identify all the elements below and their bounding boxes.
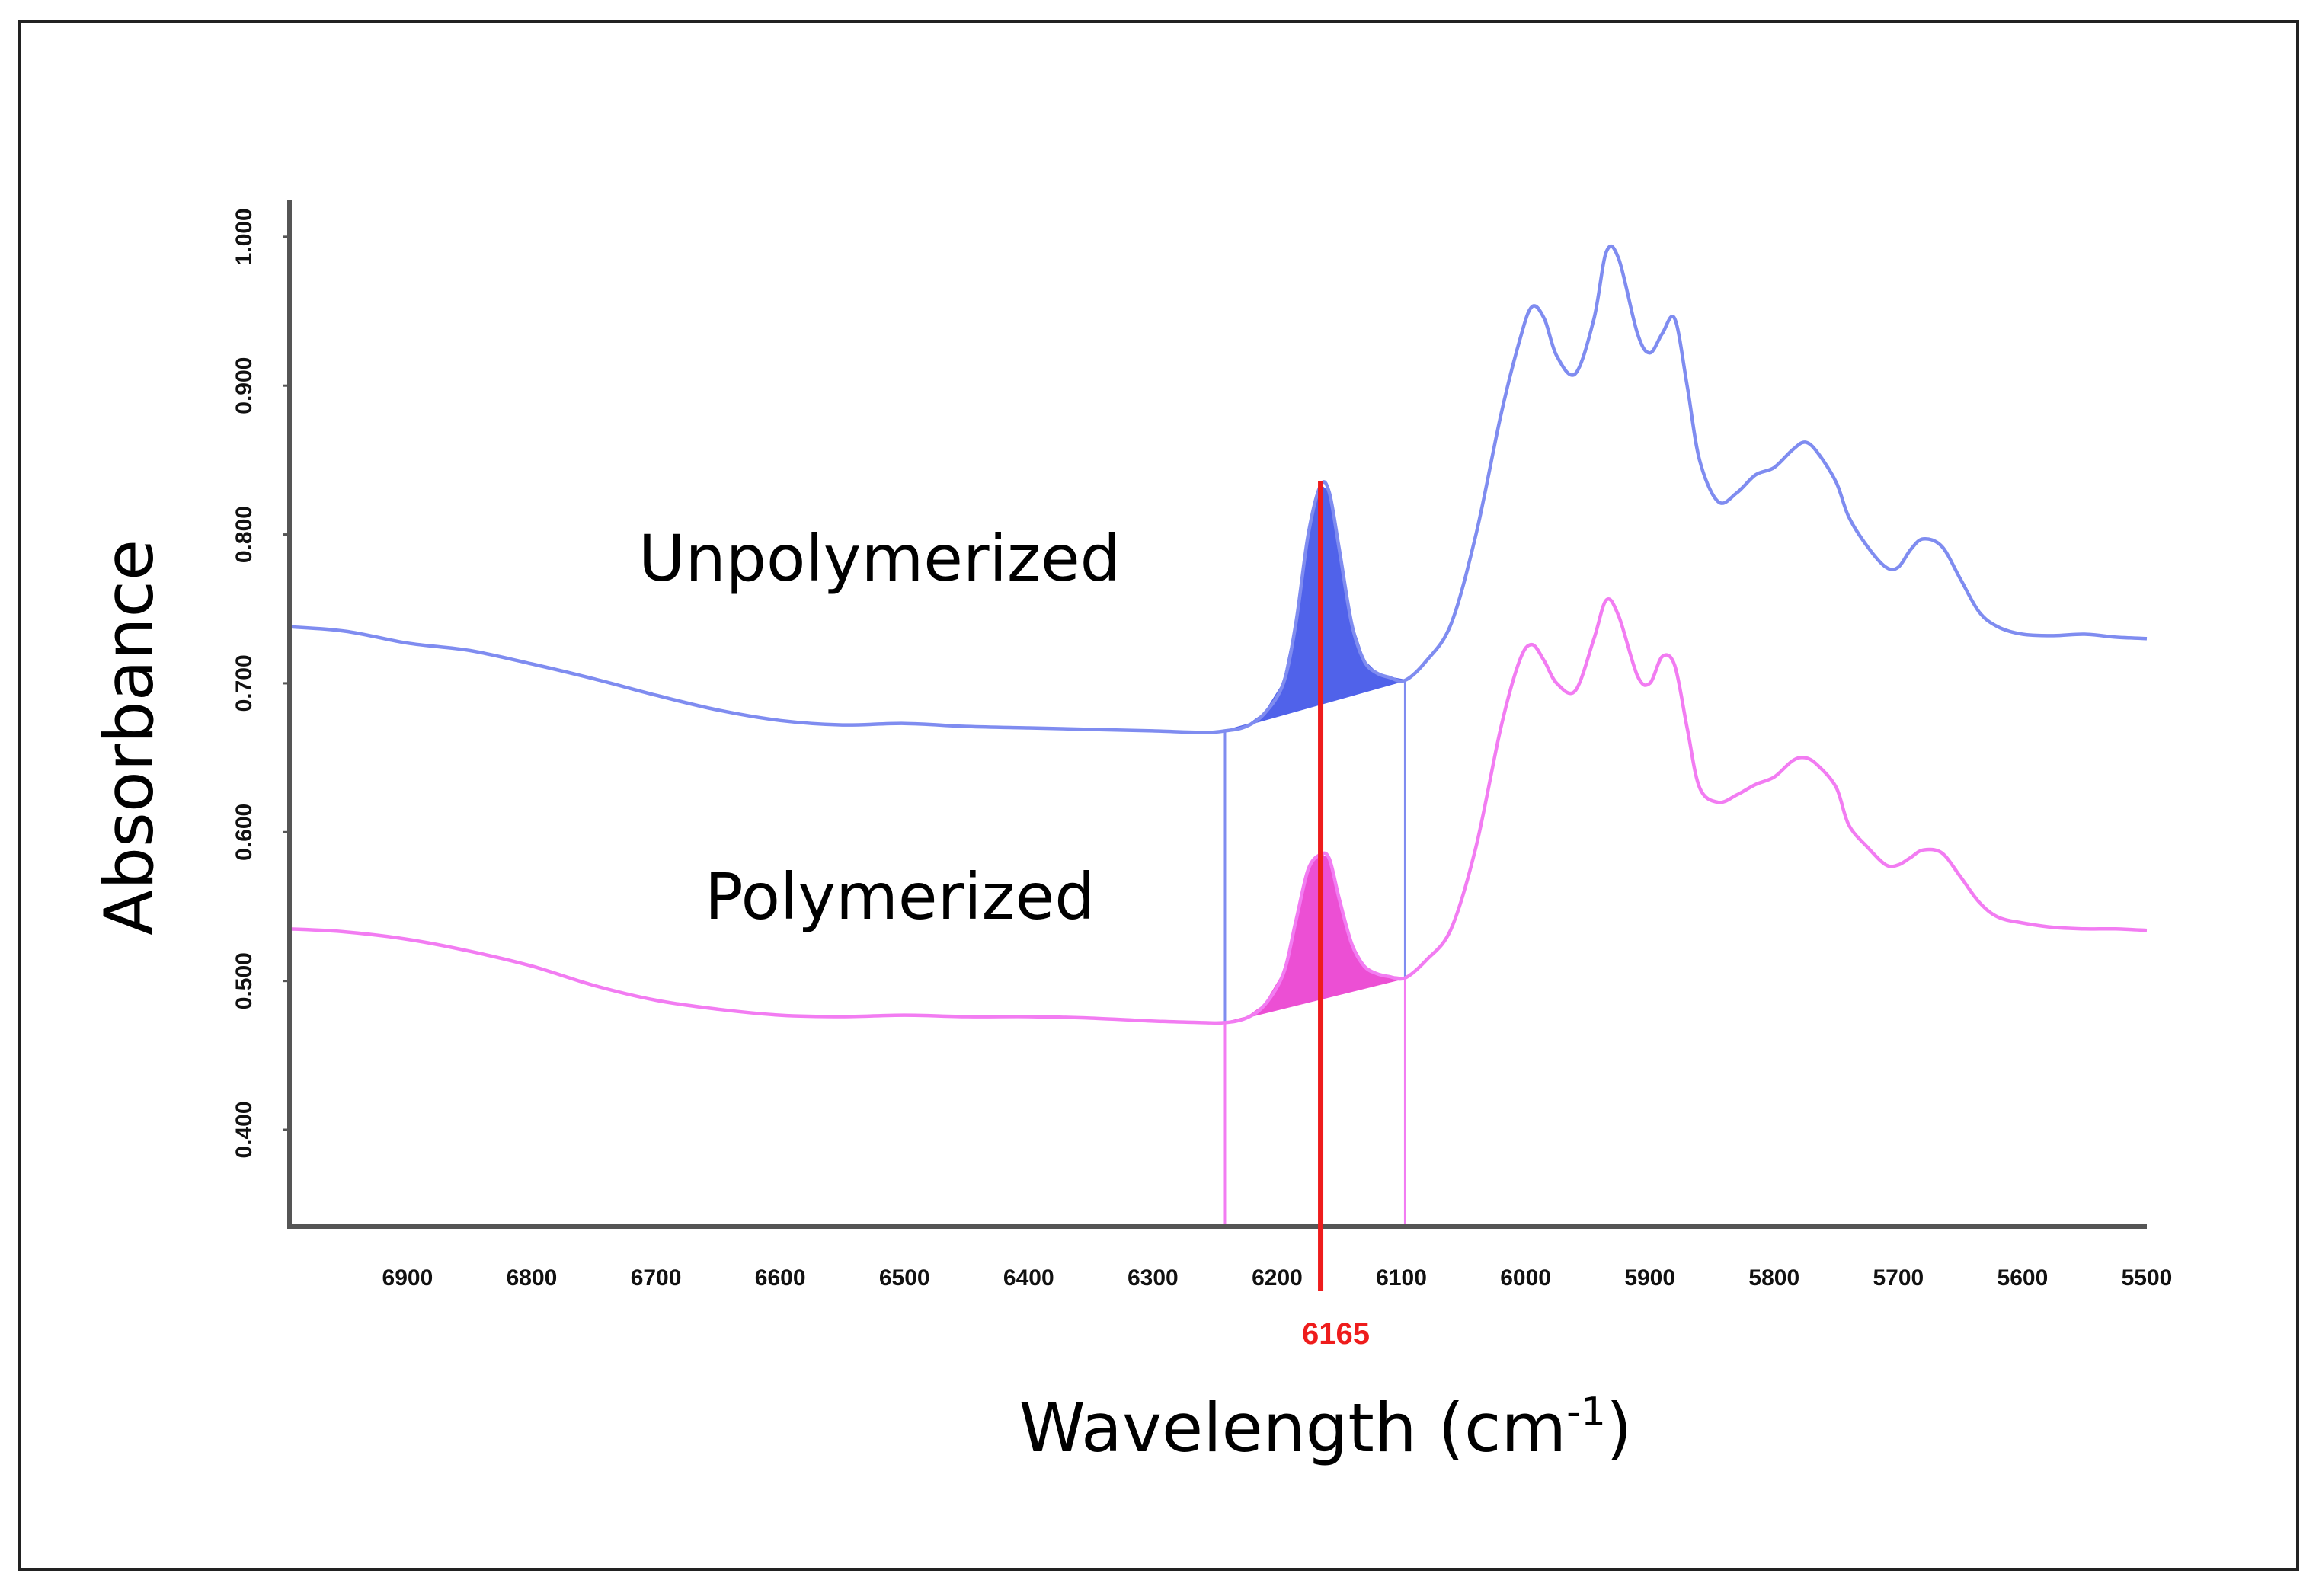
x-tick-label: 6800 (507, 1265, 558, 1291)
integration-bound-lines (1223, 680, 1406, 1227)
series-line-unpolymerized (289, 244, 2148, 734)
x-tick-label: 5800 (1748, 1265, 1799, 1291)
x-tick-label: 5700 (1873, 1265, 1924, 1291)
series-lines (289, 244, 2148, 1025)
x-tick-label: 5500 (2122, 1265, 2173, 1291)
x-tick-label: 6300 (1128, 1265, 1179, 1291)
y-tick-labels: 0.400 0.500 0.600 0.700 0.800 0.900 1.000 (232, 208, 289, 1159)
x-tick-label: 6400 (1003, 1265, 1054, 1291)
figure-frame (18, 20, 2299, 1571)
x-axis-title: Wavelength (cm-1) (1019, 1389, 1633, 1467)
y-tick-label: 0.400 (232, 1101, 257, 1158)
peak-fill-unpolymerized (1223, 484, 1407, 733)
series-line-polymerized (289, 597, 2148, 1025)
y-tick-label: 0.700 (232, 654, 257, 712)
y-tick-label: 0.800 (232, 506, 257, 563)
x-tick-label: 6700 (631, 1265, 682, 1291)
axes (287, 200, 2147, 1229)
x-tick-label: 5600 (1998, 1265, 2049, 1291)
x-axis-title-superscript: -1 (1566, 1390, 1606, 1435)
x-tick-label: 6000 (1500, 1265, 1551, 1291)
peak-fills (1223, 484, 1407, 1024)
y-tick-label: 1.000 (232, 208, 257, 265)
x-tick-label: 6600 (755, 1265, 806, 1291)
x-tick-label: 6100 (1376, 1265, 1427, 1291)
x-axis-title-close: ) (1606, 1389, 1632, 1467)
x-tick-label: 6500 (879, 1265, 930, 1291)
y-tick-label: 0.500 (232, 952, 257, 1009)
y-tick-label: 0.900 (232, 357, 257, 414)
x-tick-label: 6200 (1252, 1265, 1303, 1291)
series-label-unpolymerized: Unpolymerized (638, 521, 1121, 596)
y-tick-label: 0.600 (232, 804, 257, 861)
x-axis-title-text: Wavelength (cm (1019, 1389, 1566, 1467)
y-axis-title: Absorbance (90, 539, 168, 936)
series-label-polymerized: Polymerized (705, 859, 1096, 934)
x-tick-label: 6900 (382, 1265, 433, 1291)
x-tick-labels: 6900 6800 6700 6600 6500 6400 6300 6200 6100 6000… (382, 1265, 2173, 1291)
peak-marker-label: 6165 (1302, 1317, 1370, 1351)
x-tick-label: 5900 (1624, 1265, 1675, 1291)
peak-fill-polymerized (1223, 853, 1407, 1024)
